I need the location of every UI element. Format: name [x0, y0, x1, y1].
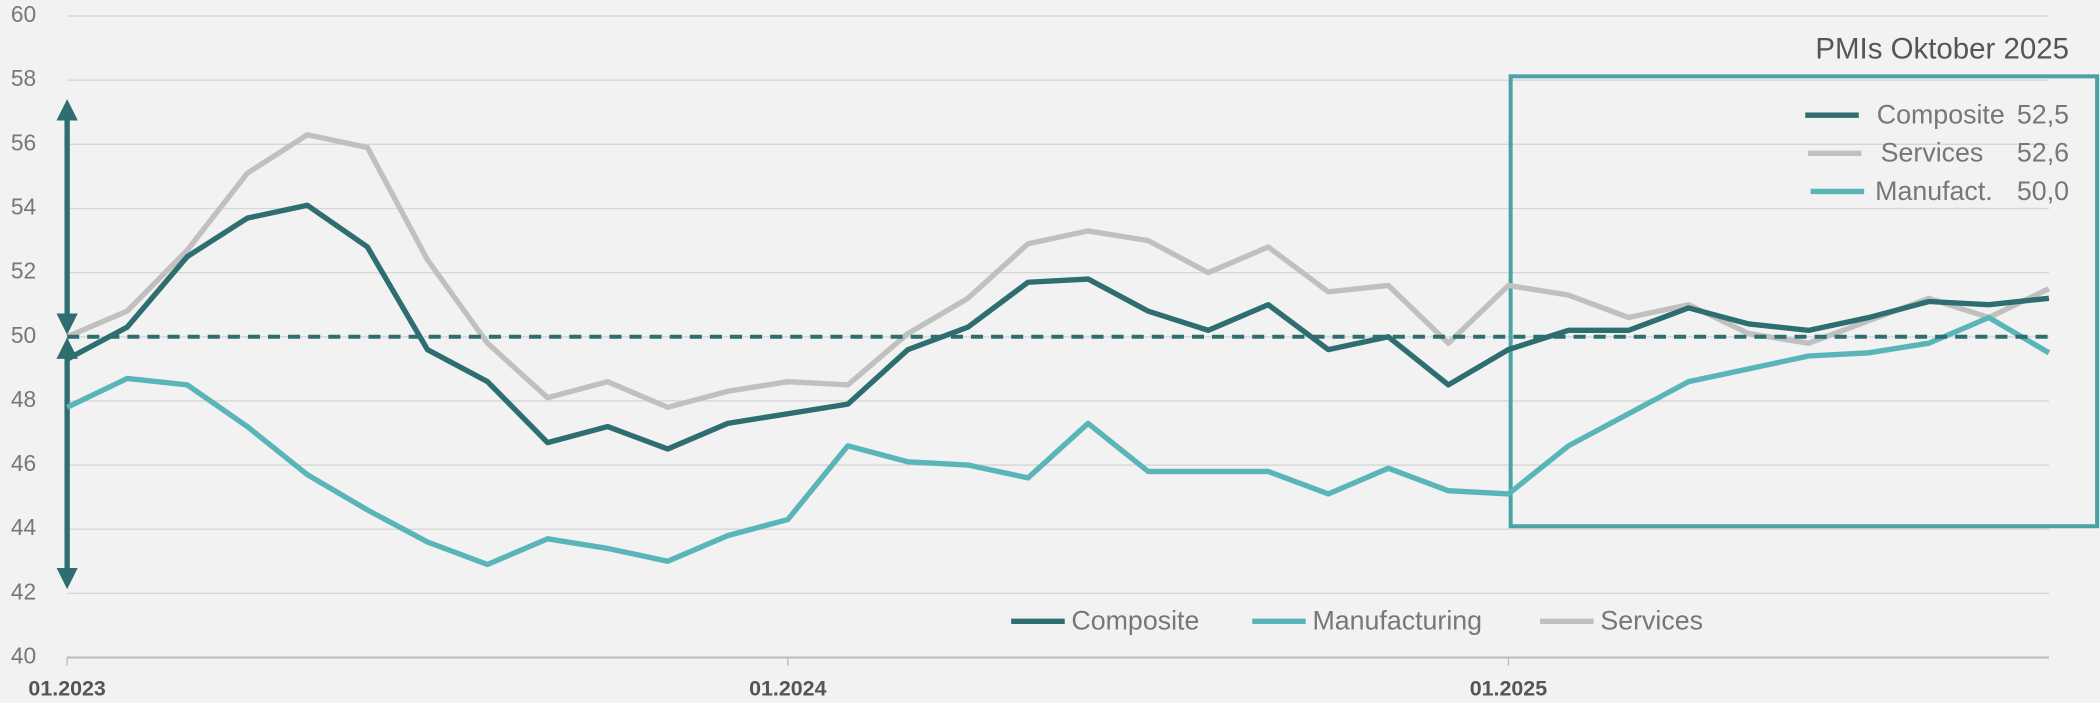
y-tick-label: 48 [11, 386, 36, 412]
y-tick-label: 40 [11, 642, 36, 668]
x-tick-label: 01.2023 [28, 676, 105, 700]
lines [65, 132, 2051, 568]
y-tick-label: 52 [11, 258, 36, 284]
box-legend-name: Services [1881, 138, 1984, 168]
box-legend-value: 52,6 [2017, 138, 2069, 168]
line [65, 314, 2051, 568]
legend-label: Services [1600, 606, 1703, 636]
legends: Composite Manufacturing Services Composite 5… [1011, 100, 2069, 636]
chart-title: PMIs Oktober 2025 [1815, 33, 2069, 66]
box-legend-value: 52,5 [2017, 100, 2069, 130]
legend-label: Manufacturing [1312, 606, 1482, 636]
line [66, 132, 2051, 411]
y-tick-label: 42 [11, 578, 36, 604]
grid: 40 42 44 46 48 50 52 54 56 58 60 01.2023 01.2024 01.2… [11, 1, 2049, 700]
y-tick-label: 50 [11, 322, 36, 348]
box-legend-name: Manufact. [1875, 176, 1993, 206]
box-legend-name: Composite [1877, 100, 2005, 130]
x-tick-label: 01.2025 [1470, 676, 1547, 700]
highlight-box [1508, 74, 2100, 529]
y-tick-label: 58 [11, 65, 36, 91]
y-tick-label: 44 [11, 514, 36, 540]
y-tick-label: 54 [11, 194, 36, 220]
y-tick-label: 46 [11, 450, 36, 476]
y-tick-label: 56 [11, 129, 36, 155]
y-tick-label: 60 [11, 1, 36, 27]
x-tick-label: 01.2024 [749, 676, 826, 700]
line [65, 202, 2050, 452]
box-legend-value: 50,0 [2017, 176, 2069, 206]
legend-label: Composite [1071, 606, 1199, 636]
